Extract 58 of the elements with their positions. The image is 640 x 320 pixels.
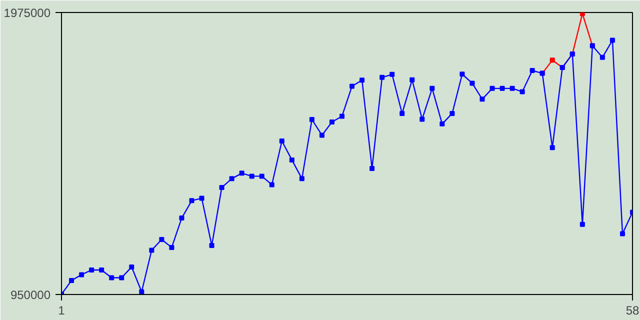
point — [209, 243, 214, 248]
point — [450, 110, 455, 116]
point — [500, 86, 505, 91]
point — [79, 272, 84, 278]
point — [169, 244, 174, 250]
point — [109, 275, 114, 280]
point — [430, 86, 435, 91]
point — [580, 222, 585, 227]
point — [360, 78, 365, 83]
point — [510, 86, 515, 91]
point — [400, 110, 405, 116]
point — [329, 120, 334, 124]
point — [370, 166, 375, 171]
x-tick-label: 58 — [626, 304, 640, 318]
point — [580, 12, 585, 16]
point — [129, 264, 134, 270]
point — [269, 182, 274, 188]
point — [139, 289, 144, 294]
point — [159, 236, 164, 242]
point — [600, 54, 605, 60]
point — [89, 268, 94, 273]
point — [229, 176, 234, 182]
point — [480, 96, 485, 102]
point — [520, 89, 525, 94]
point — [69, 278, 74, 283]
point — [279, 138, 284, 144]
point — [189, 198, 194, 204]
point — [410, 77, 415, 82]
point — [219, 184, 224, 190]
point — [460, 72, 465, 77]
point — [440, 121, 445, 126]
point — [239, 170, 244, 176]
point — [289, 157, 294, 162]
point — [99, 268, 104, 273]
point — [299, 176, 304, 182]
point — [149, 248, 154, 253]
y-tick-label: 1975000 — [4, 6, 51, 20]
point — [259, 174, 264, 179]
point — [620, 231, 625, 236]
point — [339, 114, 344, 119]
point — [550, 58, 555, 63]
x-tick-label: 1 — [58, 304, 66, 318]
point — [420, 116, 425, 122]
point — [380, 74, 385, 80]
point — [390, 72, 395, 77]
point — [119, 275, 124, 280]
point — [350, 84, 355, 89]
point — [530, 68, 535, 74]
point — [179, 216, 184, 221]
point — [309, 117, 314, 122]
point — [550, 145, 555, 150]
point — [470, 80, 475, 86]
point — [249, 174, 254, 179]
point — [199, 196, 204, 201]
point — [319, 132, 324, 138]
y-tick-label: 950000 — [10, 288, 51, 302]
point — [490, 86, 495, 91]
point — [610, 38, 615, 43]
